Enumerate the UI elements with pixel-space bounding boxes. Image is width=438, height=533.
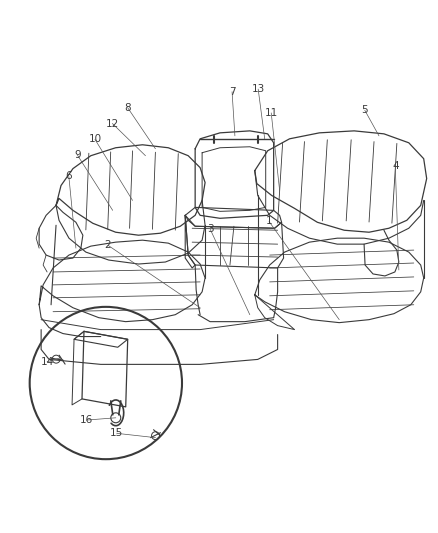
Text: 4: 4 — [392, 161, 399, 171]
Text: 5: 5 — [361, 105, 368, 115]
Text: 9: 9 — [74, 150, 81, 160]
Text: 10: 10 — [88, 134, 102, 144]
Text: 6: 6 — [66, 172, 72, 181]
Text: 8: 8 — [124, 103, 131, 112]
Text: 12: 12 — [106, 118, 119, 128]
Text: 3: 3 — [207, 224, 214, 235]
Text: 2: 2 — [105, 240, 111, 251]
Text: 16: 16 — [80, 415, 93, 425]
Text: 13: 13 — [251, 84, 265, 94]
Text: 1: 1 — [266, 216, 272, 227]
Text: 7: 7 — [229, 87, 235, 96]
Text: 14: 14 — [40, 357, 54, 367]
Text: 15: 15 — [110, 429, 124, 438]
Text: 11: 11 — [265, 108, 278, 118]
